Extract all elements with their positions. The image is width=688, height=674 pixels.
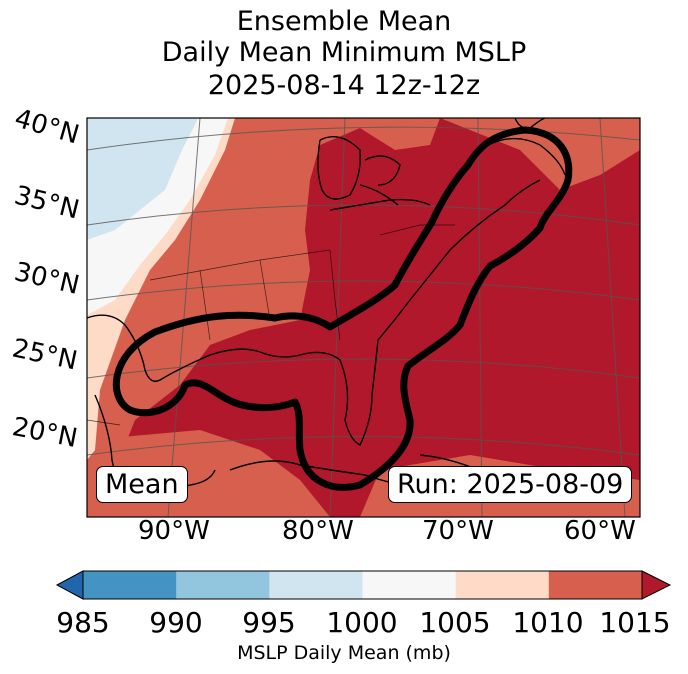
colorbar-bin [83, 571, 177, 599]
colorbar-bin [548, 571, 643, 599]
lon-label-70w: 70°W [422, 516, 494, 546]
map-area [87, 118, 640, 517]
colorbar-bin [176, 571, 270, 599]
colorbar-tick: 995 [242, 606, 296, 639]
colorbar-bin [362, 571, 457, 599]
colorbar-tick: 990 [149, 606, 203, 639]
colorbar-tick: 1005 [419, 606, 491, 639]
map-frame [86, 117, 641, 518]
colorbar-frame [82, 570, 643, 600]
colorbar-bin [269, 571, 363, 599]
mean-box: Mean [96, 466, 188, 503]
colorbar-bin [455, 571, 550, 599]
title-line-2: Daily Mean Minimum MSLP [161, 37, 527, 68]
colorbar-tick: 985 [56, 606, 110, 639]
title-line-3: 2025-08-14 12z-12z [207, 70, 481, 101]
colorbar-under-arrow [55, 570, 84, 600]
colorbar-tick: 1010 [512, 606, 584, 639]
run-box: Run: 2025-08-09 [388, 466, 633, 503]
lon-label-80w: 80°W [282, 516, 354, 546]
pressure-field-995 [87, 118, 198, 240]
lon-label-90w: 90°W [138, 516, 210, 546]
colorbar [55, 570, 672, 600]
borders [87, 224, 455, 426]
colorbar-tick: 1000 [326, 606, 398, 639]
colorbar-over-arrow [641, 570, 672, 600]
title-line-1: Ensemble Mean [236, 6, 452, 37]
colorbar-tick: 1015 [599, 606, 671, 639]
mslp-contour [112, 126, 573, 491]
colorbar-label: MSLP Daily Mean (mb) [237, 642, 451, 664]
pressure-field-1010-east [440, 118, 640, 190]
lon-label-60w: 60°W [564, 516, 636, 546]
colorbar-blocks [83, 571, 643, 599]
